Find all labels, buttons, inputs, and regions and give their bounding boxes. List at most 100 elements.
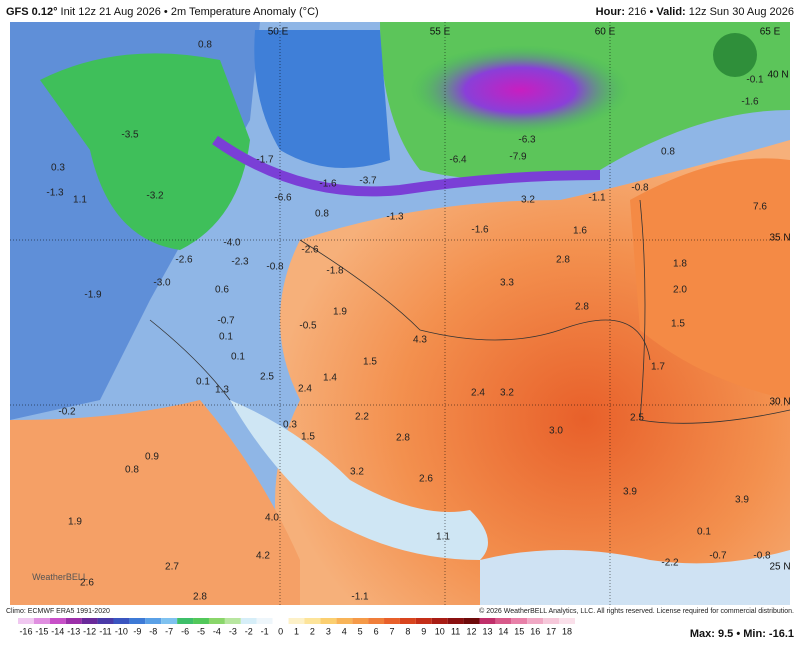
map-value: 3.9 <box>735 495 749 506</box>
map-value: -1.6 <box>471 225 489 236</box>
colorbar-label: 2 <box>310 626 315 636</box>
colorbar-label: 5 <box>358 626 363 636</box>
map-value: 1.3 <box>215 385 229 396</box>
colorbar-swatch <box>368 618 385 624</box>
map-value: -0.7 <box>709 551 727 562</box>
map-value: 2.8 <box>575 302 589 313</box>
colorbar-label: 12 <box>467 626 477 636</box>
colorbar-swatch <box>33 618 50 624</box>
map-value: -1.3 <box>46 188 64 199</box>
map-value: 7.6 <box>753 202 767 213</box>
colorbar-label: 18 <box>562 626 572 636</box>
map-value: -2.6 <box>301 245 319 256</box>
colorbar-label: -13 <box>67 626 80 636</box>
map-value: 1.5 <box>301 432 315 443</box>
cold-band <box>212 135 601 197</box>
map-value: -1.3 <box>386 212 404 223</box>
map-value: -3.0 <box>153 278 171 289</box>
map-value: -6.6 <box>274 193 292 204</box>
colorbar-swatch <box>352 618 369 624</box>
colorbar-label: -1 <box>261 626 269 636</box>
colorbar-label: -2 <box>245 626 253 636</box>
map-value: 0.1 <box>219 332 233 343</box>
map-value: -1.1 <box>588 193 606 204</box>
map-value: -0.8 <box>753 551 771 562</box>
max-min: Max: 9.5 • Min: -16.1 <box>690 628 794 640</box>
map-value: -0.2 <box>58 407 76 418</box>
map-value: 0.1 <box>231 352 245 363</box>
map-value: 0.8 <box>198 40 212 51</box>
header-bar <box>0 0 800 22</box>
geo-label: 50 E <box>268 27 289 38</box>
map-value: -6.3 <box>518 135 536 146</box>
map-value: 1.9 <box>68 517 82 528</box>
map-value: 0.8 <box>315 209 329 220</box>
map-value: -2.2 <box>661 558 679 569</box>
colorbar-label: 15 <box>514 626 524 636</box>
colorbar-label: -6 <box>181 626 189 636</box>
warm-east <box>630 158 790 400</box>
map-value: -0.5 <box>299 321 317 332</box>
geo-label: 35 N <box>769 233 790 244</box>
map-value: -1.6 <box>741 97 759 108</box>
map-value: -0.1 <box>746 75 764 86</box>
map-value: 1.1 <box>73 195 87 206</box>
colorbar-label: 14 <box>498 626 508 636</box>
colorbar-label: 7 <box>389 626 394 636</box>
logo: WeatherBELL <box>32 572 88 582</box>
map-value: 0.3 <box>283 420 297 431</box>
geo-label: 55 E <box>430 27 451 38</box>
map-value: -0.8 <box>631 183 649 194</box>
colorbar-swatch <box>320 618 337 624</box>
colorbar-swatch <box>543 618 560 624</box>
colorbar-swatch <box>18 618 34 624</box>
colorbar-label: 4 <box>342 626 347 636</box>
colorbar-swatch <box>113 618 130 624</box>
borders <box>149 199 791 424</box>
colorbar-swatch <box>511 618 528 624</box>
colorbar-swatch <box>447 618 464 624</box>
map-value: 4.2 <box>256 551 270 562</box>
map-value: 0.1 <box>196 377 210 388</box>
geo-label: 25 N <box>769 562 790 573</box>
graticule <box>10 22 790 605</box>
map-value: -2.3 <box>231 257 249 268</box>
map-value: 2.6 <box>419 474 433 485</box>
map-value: 0.6 <box>215 285 229 296</box>
map-value: -1.7 <box>256 155 274 166</box>
map-value: -0.7 <box>217 316 235 327</box>
colorbar-label: 1 <box>294 626 299 636</box>
map-value: 2.5 <box>260 372 274 383</box>
colorbar-swatch <box>399 618 416 624</box>
map-value: 1.8 <box>673 259 687 270</box>
header-right: Hour: 216 • Valid: 12z Sun 30 Aug 2026 <box>596 6 794 18</box>
colorbar-swatch <box>431 618 448 624</box>
map-value: -6.4 <box>449 155 467 166</box>
map-value: 1.9 <box>333 307 347 318</box>
map-value: 2.5 <box>630 413 644 424</box>
colorbar-swatch <box>177 618 194 624</box>
colorbar-swatch <box>479 618 496 624</box>
colorbar-label: -15 <box>35 626 48 636</box>
map-value: -0.8 <box>266 262 284 273</box>
colorbar-swatch <box>49 618 66 624</box>
map-value: -3.5 <box>121 130 139 141</box>
colorbar-label: -4 <box>213 626 221 636</box>
map-value: 2.7 <box>165 562 179 573</box>
map-value: -3.7 <box>359 176 377 187</box>
cold-core <box>410 45 630 135</box>
geo-label: 30 N <box>769 397 790 408</box>
map-value: 1.1 <box>436 532 450 543</box>
copyright: © 2026 WeatherBELL Analytics, LLC. All r… <box>479 607 794 615</box>
map-value: -7.9 <box>509 152 527 163</box>
footer-bar <box>0 605 800 657</box>
geo-label: 60 E <box>595 27 616 38</box>
colorbar-label: -8 <box>149 626 157 636</box>
map-value: 1.5 <box>671 319 685 330</box>
field: 2m Temperature Anomaly (°C) <box>171 6 319 18</box>
arabian-sea <box>480 550 790 605</box>
hour-label: Hour: <box>596 6 625 18</box>
map-value: 2.0 <box>673 285 687 296</box>
map-value: -1.9 <box>84 290 102 301</box>
